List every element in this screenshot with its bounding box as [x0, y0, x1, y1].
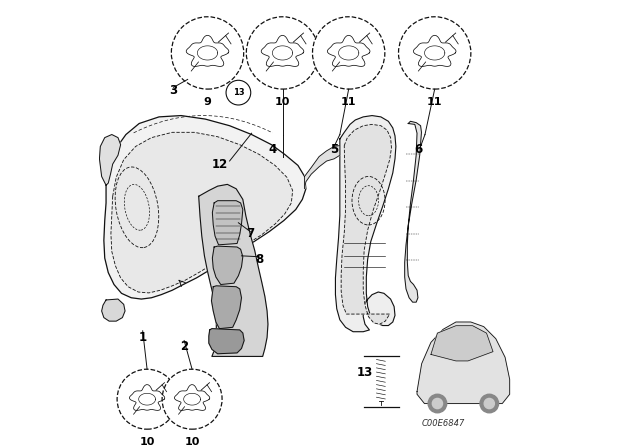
- Circle shape: [433, 398, 442, 409]
- Text: 11: 11: [341, 97, 356, 107]
- Circle shape: [172, 17, 244, 89]
- Polygon shape: [212, 246, 243, 284]
- Text: 2: 2: [180, 340, 188, 353]
- Text: 10: 10: [184, 437, 200, 447]
- Text: 8: 8: [255, 253, 263, 266]
- Circle shape: [226, 80, 251, 105]
- Circle shape: [428, 394, 447, 413]
- Text: 13: 13: [232, 88, 244, 97]
- Text: 10: 10: [275, 97, 290, 107]
- Circle shape: [399, 17, 471, 89]
- Polygon shape: [404, 121, 422, 302]
- Circle shape: [312, 17, 385, 89]
- Text: 1: 1: [139, 331, 147, 344]
- Text: 12: 12: [211, 158, 228, 171]
- Circle shape: [117, 369, 177, 429]
- Polygon shape: [212, 201, 243, 245]
- Polygon shape: [99, 134, 120, 185]
- Text: 5: 5: [330, 142, 339, 155]
- Polygon shape: [417, 322, 509, 404]
- Polygon shape: [341, 125, 392, 324]
- Circle shape: [480, 394, 499, 413]
- Polygon shape: [305, 146, 340, 189]
- Polygon shape: [209, 329, 244, 354]
- Polygon shape: [102, 299, 125, 321]
- Text: 6: 6: [415, 142, 423, 155]
- Polygon shape: [431, 326, 493, 361]
- Text: 4: 4: [268, 142, 276, 155]
- Polygon shape: [111, 132, 292, 293]
- Polygon shape: [198, 185, 268, 357]
- Polygon shape: [211, 286, 241, 329]
- Polygon shape: [104, 116, 306, 299]
- Text: 3: 3: [170, 84, 178, 97]
- Circle shape: [246, 17, 319, 89]
- Text: C00E6847: C00E6847: [422, 419, 465, 428]
- Text: 13: 13: [357, 366, 373, 379]
- Text: 9: 9: [204, 97, 211, 107]
- Circle shape: [484, 398, 494, 409]
- Polygon shape: [335, 116, 396, 332]
- Text: 10: 10: [140, 437, 155, 447]
- Circle shape: [162, 369, 222, 429]
- Text: 11: 11: [427, 97, 442, 107]
- Text: 7: 7: [246, 227, 254, 240]
